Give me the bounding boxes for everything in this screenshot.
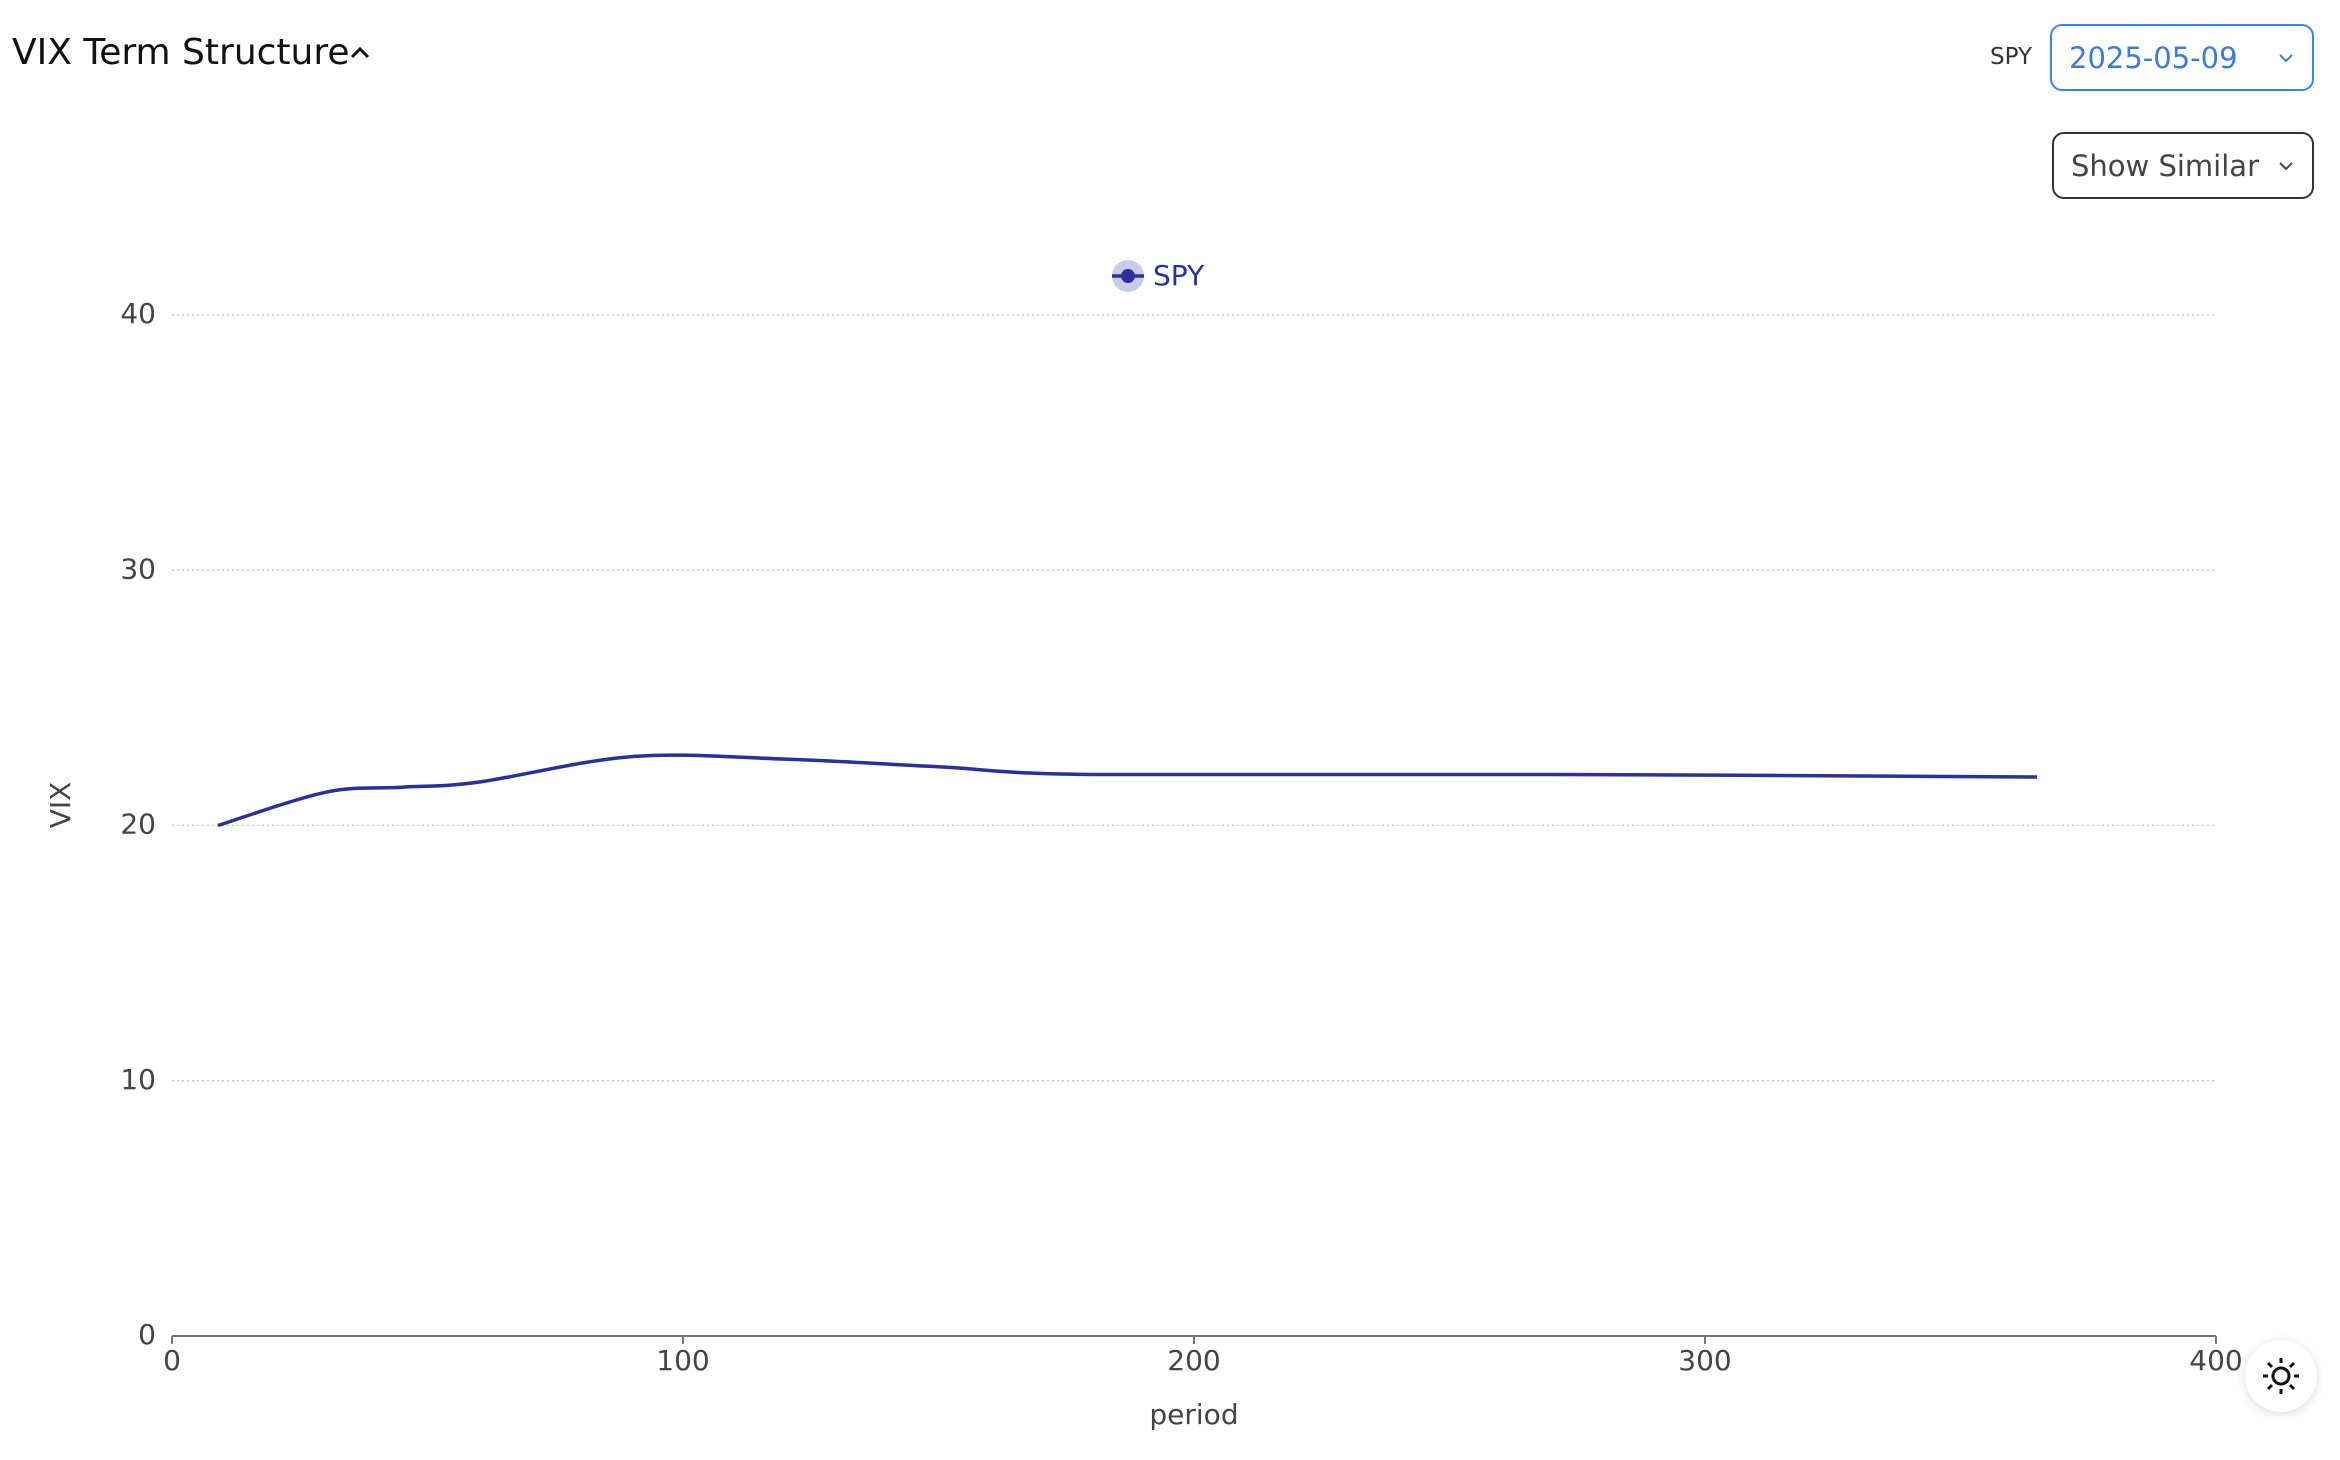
dropdown-icon [2279, 54, 2293, 63]
y-tick-label: 20 [120, 808, 156, 841]
legend-dot [1121, 269, 1135, 283]
x-axis-title: period [1149, 1398, 1238, 1431]
legend-item[interactable]: SPY [1112, 259, 1205, 292]
theme-toggle[interactable] [2245, 1340, 2317, 1412]
dropdown-icon [2279, 162, 2293, 171]
x-tick-label: 0 [163, 1344, 181, 1377]
x-tick-label: 400 [2189, 1344, 2242, 1377]
y-tick-label: 10 [120, 1063, 156, 1096]
sun-icon [2263, 1358, 2299, 1394]
date-value: 2025-05-09 [2069, 40, 2238, 75]
similar-value: Show Similar [2071, 148, 2259, 183]
x-tick-label: 300 [1678, 1344, 1731, 1377]
ticker-label: SPY [1990, 44, 2033, 70]
y-tick-label: 40 [120, 297, 156, 330]
y-tick-label: 0 [138, 1318, 156, 1351]
y-axis-title: VIX [44, 782, 77, 829]
series-line [217, 753, 2038, 828]
date-select[interactable]: 2025-05-09 [2050, 24, 2314, 91]
y-tick-label: 30 [120, 552, 156, 585]
x-tick-label: 200 [1167, 1344, 1220, 1377]
x-tick-label: 100 [656, 1344, 709, 1377]
similar-select[interactable]: Show Similar [2052, 132, 2314, 199]
legend-label: SPY [1153, 259, 1205, 292]
collapse-icon[interactable] [348, 44, 372, 60]
page-title: VIX Term Structure [12, 32, 350, 73]
